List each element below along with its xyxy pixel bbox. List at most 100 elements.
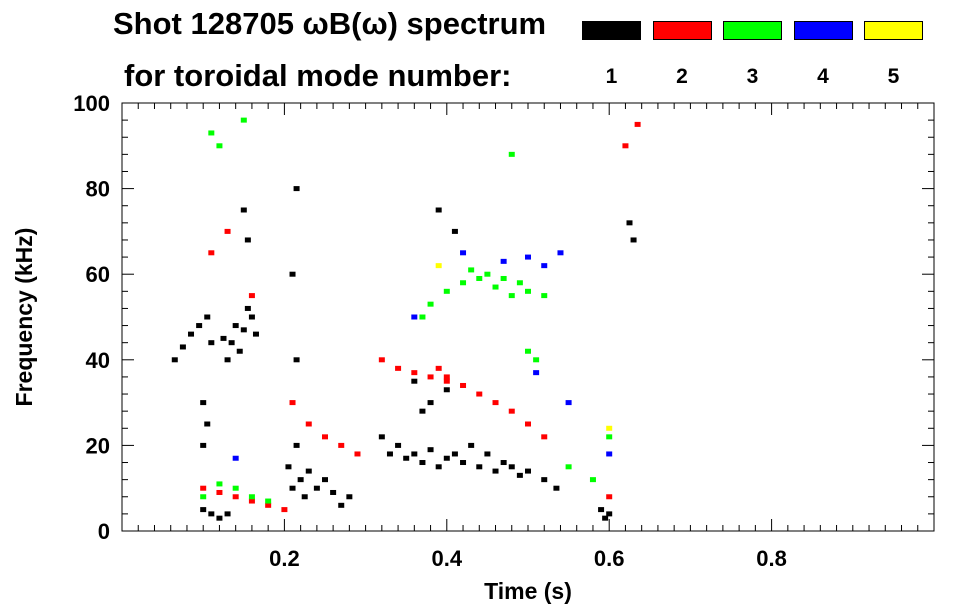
mode-1-point-26	[293, 442, 300, 448]
legend-label-mode-3: 3	[746, 65, 759, 88]
mode-2-point-12	[338, 442, 345, 448]
mode-4-point-4	[525, 254, 531, 260]
mode-1-point-13	[236, 348, 243, 354]
mode-1-point-12	[232, 323, 239, 329]
mode-1-point-56	[525, 468, 531, 474]
mode-2-point-22	[508, 408, 515, 414]
mode-1-point-15	[244, 305, 251, 311]
mode-1-point-22	[240, 207, 247, 213]
x-tick-label: 0.4	[432, 546, 463, 571]
legend-label-mode-4: 4	[817, 65, 829, 88]
mode-3-point-10	[443, 288, 450, 294]
mode-3-point-20	[516, 280, 523, 286]
mode-2-point-9	[289, 400, 296, 406]
y-tick-label: 40	[86, 348, 110, 373]
legend-swatch-mode-5	[864, 21, 923, 40]
mode-3-point-22	[533, 357, 540, 363]
mode-1-point-55	[516, 472, 523, 478]
mode-4-point-5	[541, 263, 548, 269]
mode-2-point-13	[354, 451, 361, 457]
legend-label-mode-1: 1	[605, 65, 618, 88]
mode-3-point-9	[427, 301, 434, 307]
mode-5-point-1	[606, 425, 613, 431]
mode-1-point-62	[451, 228, 458, 234]
x-tick-label: 0.6	[594, 546, 625, 571]
mode-1-point-39	[386, 451, 393, 457]
legend-swatch-mode-2	[652, 21, 712, 40]
mode-1-point-48	[460, 460, 467, 466]
mode-2-point-8	[208, 250, 215, 256]
mode-1-point-5	[208, 340, 215, 346]
mode-1-point-44	[427, 447, 434, 453]
mode-1-point-37	[293, 357, 300, 363]
mode-1-point-49	[468, 442, 475, 448]
y-axis-label: Frequency (kHz)	[11, 228, 37, 407]
mode-1-point-50	[476, 464, 483, 470]
mode-2-point-1	[216, 489, 223, 495]
mode-1-point-17	[252, 331, 259, 337]
legend-label-mode-2: 2	[676, 65, 688, 88]
mode-2-point-29	[634, 121, 641, 127]
mode-1-point-53	[500, 460, 507, 466]
mode-4-point-8	[606, 451, 613, 457]
mode-4-point-6	[557, 250, 564, 256]
mode-4-point-3	[500, 258, 507, 264]
mode-3-point-12	[476, 275, 483, 281]
mode-1-point-46	[443, 455, 450, 461]
mode-1-point-8	[200, 442, 207, 448]
mode-1-point-33	[338, 502, 345, 508]
mode-3-point-0	[200, 494, 207, 500]
mode-3-point-26	[606, 434, 613, 440]
mode-1-point-25	[289, 485, 296, 491]
mode-1-point-51	[484, 451, 491, 457]
mode-1-point-7	[204, 421, 211, 427]
mode-5-point-0	[435, 263, 442, 269]
mode-1-point-65	[598, 507, 605, 513]
mode-2-point-10	[305, 421, 312, 427]
mode-1-point-52	[492, 468, 499, 474]
legend-label-mode-5: 5	[887, 65, 900, 88]
mode-2-point-2	[232, 494, 239, 500]
mode-2-point-6	[224, 228, 231, 234]
mode-3-point-4	[265, 498, 272, 504]
mode-1-point-28	[301, 494, 308, 500]
mode-2-point-26	[443, 378, 450, 384]
mode-3-point-5	[208, 130, 215, 136]
mode-2-point-20	[476, 391, 483, 397]
mode-1-point-3	[196, 323, 203, 329]
mode-1-point-66	[602, 515, 609, 521]
mode-4-point-9	[533, 370, 540, 376]
mode-1-point-40	[395, 442, 402, 448]
mode-2-point-23	[525, 421, 531, 427]
mode-1-point-27	[297, 477, 304, 483]
mode-2-point-16	[411, 370, 418, 376]
mode-2-point-18	[443, 374, 450, 380]
mode-3-point-15	[525, 288, 531, 294]
y-tick-label: 20	[86, 433, 110, 458]
chart-title: Shot 128705 ωB(ω) spectrum	[113, 6, 547, 41]
mode-1-point-61	[435, 207, 442, 213]
mode-1-point-35	[293, 186, 300, 192]
mode-1-point-41	[403, 455, 410, 461]
mode-2-point-7	[248, 293, 255, 299]
mode-2-point-0	[200, 485, 207, 491]
mode-1-point-10	[224, 357, 231, 363]
x-tick-label: 0.2	[269, 546, 300, 571]
mode-1-point-64	[553, 485, 560, 491]
mode-1-point-63	[541, 477, 548, 483]
mode-3-point-18	[484, 271, 491, 277]
mode-1-point-16	[248, 314, 255, 320]
mode-4-point-2	[460, 250, 467, 256]
mode-2-point-17	[427, 374, 434, 380]
mode-3-point-25	[589, 477, 596, 483]
mode-1-point-59	[411, 378, 418, 384]
mode-3-point-11	[460, 280, 467, 286]
mode-1-point-58	[427, 400, 434, 406]
mode-1-point-18	[200, 507, 207, 513]
mode-3-point-24	[565, 464, 572, 470]
mode-2-point-24	[541, 434, 548, 440]
mode-1-point-30	[313, 485, 320, 491]
mode-3-point-13	[492, 284, 499, 290]
mode-4-point-7	[565, 400, 572, 406]
